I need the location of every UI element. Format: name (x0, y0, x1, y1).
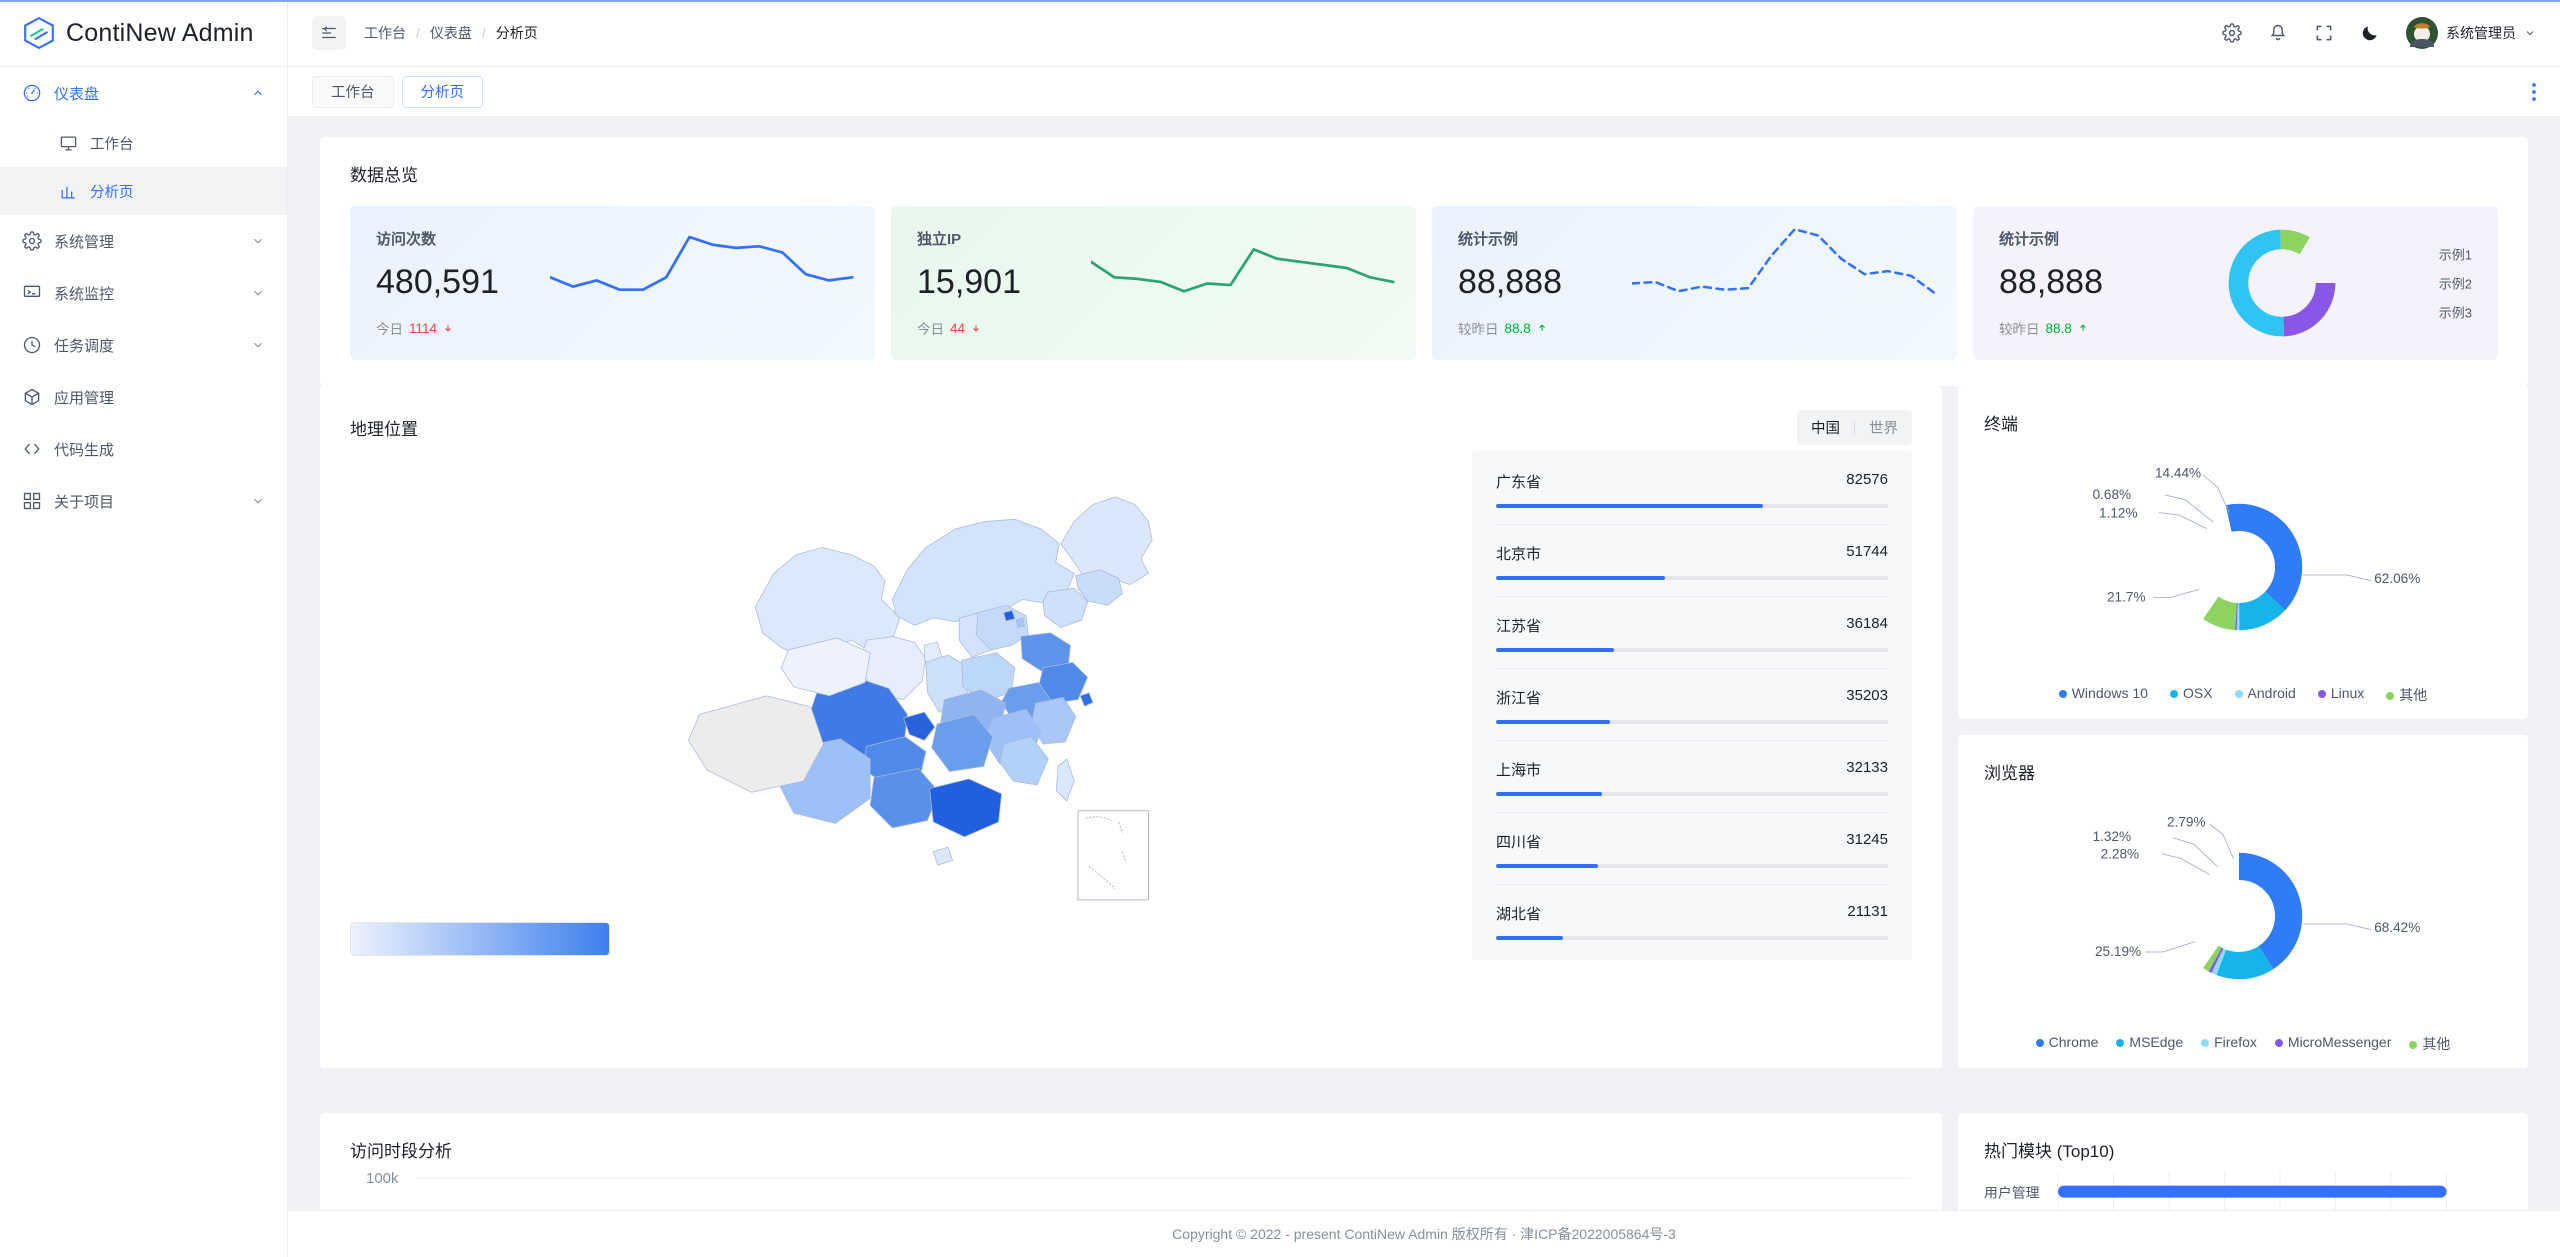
svg-text:2.28%: 2.28% (2101, 846, 2140, 861)
svg-text:25.19%: 25.19% (2095, 944, 2141, 959)
svg-text:1.12%: 1.12% (2099, 505, 2138, 520)
svg-text:68.42%: 68.42% (2374, 920, 2420, 935)
svg-text:100k: 100k (366, 1170, 399, 1187)
svg-text:2.79%: 2.79% (2167, 814, 2206, 829)
svg-text:0.68%: 0.68% (2093, 487, 2132, 502)
svg-text:用户管理: 用户管理 (1984, 1185, 2040, 1201)
svg-text:62.06%: 62.06% (2374, 571, 2420, 586)
svg-text:14.44%: 14.44% (2155, 465, 2201, 480)
svg-text:1.32%: 1.32% (2093, 829, 2132, 844)
svg-text:21.7%: 21.7% (2107, 589, 2146, 604)
